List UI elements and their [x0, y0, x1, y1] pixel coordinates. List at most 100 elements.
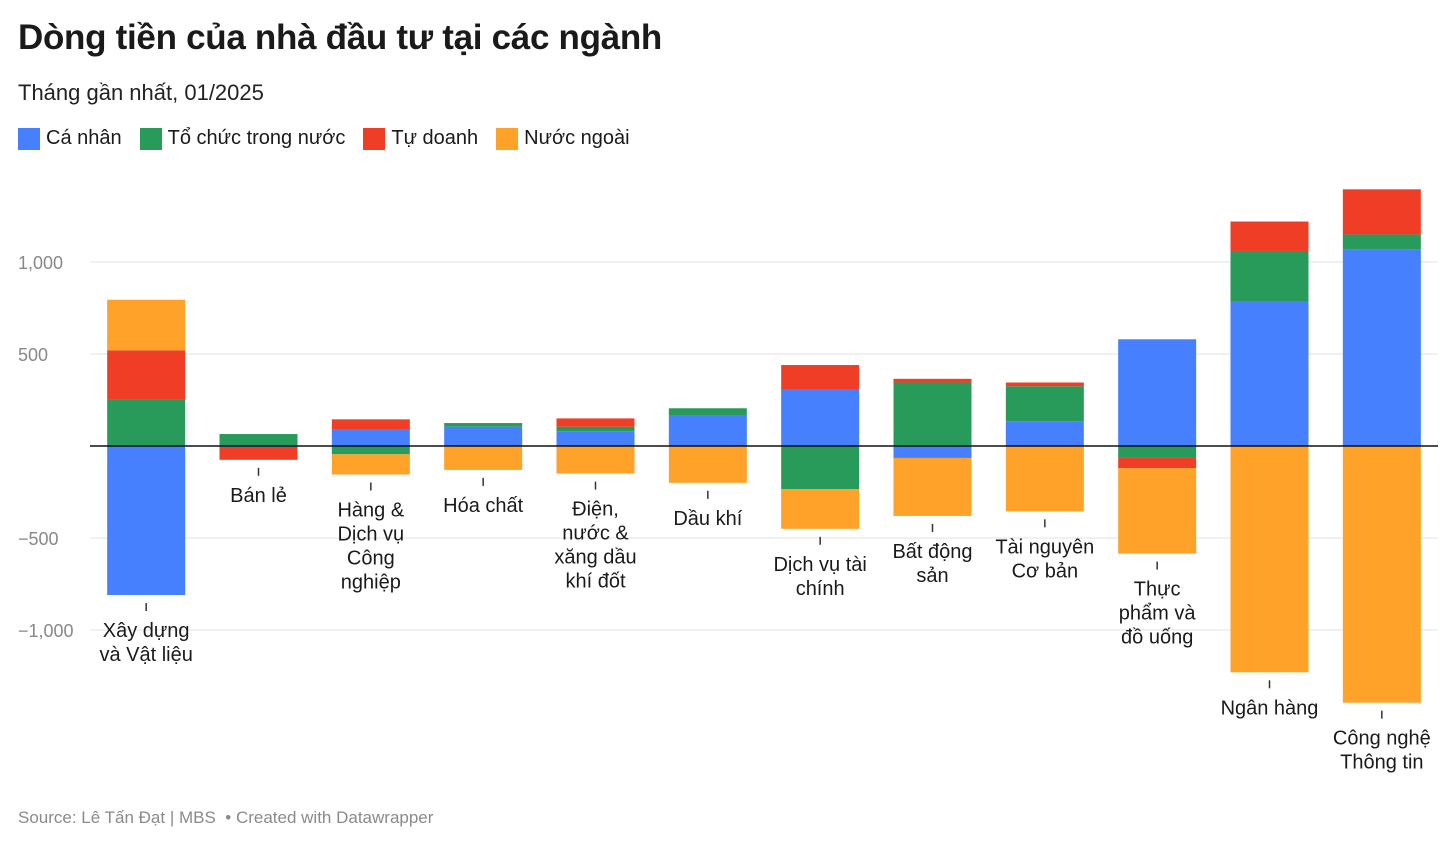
- x-category-label: Công nghệ Thông tin: [1333, 728, 1431, 774]
- bar-segment: [444, 426, 523, 446]
- x-category-label-line: Dịch vụ: [337, 524, 404, 546]
- bar-segment: [444, 423, 523, 424]
- bar-segment: [331, 446, 410, 455]
- bar-segment: [107, 399, 186, 446]
- bar-segment: [1342, 234, 1421, 250]
- bar-segment: [893, 457, 972, 516]
- x-category-label-line: Thực: [1134, 579, 1181, 601]
- bar-segment: [1005, 421, 1084, 446]
- legend-swatch: [363, 127, 386, 150]
- bar-segment: [1342, 189, 1421, 235]
- x-category-label: Tài nguyên Cơ bản: [995, 536, 1094, 582]
- x-category-label-line: Hóa chất: [443, 495, 523, 517]
- x-category-label-line: Bất động: [892, 541, 972, 563]
- x-category-label: Hóa chất: [443, 495, 523, 517]
- x-category-label-line: phẩm và: [1119, 603, 1197, 625]
- x-category-label-line: đồ uống: [1121, 627, 1193, 649]
- bar-segment: [893, 446, 972, 458]
- x-category-label: Dầu khí: [673, 508, 742, 530]
- bar-segment: [331, 419, 410, 430]
- bar-segment: [444, 423, 523, 427]
- bar-segment: [1342, 249, 1421, 446]
- x-category-label: Ngân hàng: [1221, 697, 1319, 719]
- bar-segment: [1118, 457, 1197, 469]
- bar-segment: [107, 350, 186, 400]
- x-category-label-line: sản: [916, 565, 948, 587]
- x-category-label: Dịch vụ tài chính: [773, 554, 866, 600]
- bar-segment: [331, 454, 410, 475]
- x-category-label-line: chính: [796, 578, 845, 600]
- x-category-label-line: nước &: [562, 523, 629, 545]
- bar-segment: [1230, 446, 1309, 673]
- bar-segment: [781, 365, 860, 390]
- bar-segment: [219, 434, 298, 446]
- bar-segment: [668, 415, 747, 446]
- legend-item: Tự doanh: [363, 127, 478, 150]
- bar-segment: [219, 446, 298, 460]
- bar-segment: [107, 446, 186, 596]
- x-category-label-line: Dịch vụ tài: [773, 554, 866, 576]
- x-category-label: Bất động sản: [892, 541, 972, 587]
- x-category-label: Điện, nước & xăng dầu khí đốt: [554, 499, 636, 593]
- bar-segment: [781, 446, 860, 490]
- x-category-label-line: xăng dầu: [554, 547, 636, 569]
- legend-swatch: [496, 127, 519, 150]
- bar-segment: [1230, 250, 1309, 302]
- x-category-label-line: Cơ bản: [1012, 560, 1078, 582]
- bar-segment: [1005, 386, 1084, 422]
- x-category-label-line: Tài nguyên: [995, 536, 1094, 558]
- bar-segment: [781, 389, 860, 446]
- x-category-label-line: nghiệp: [341, 572, 401, 594]
- x-category-label-line: Xây dựng: [103, 620, 190, 642]
- stacked-bar-chart: 1,000 500 −500 −1,000 Xây dựng và Vật liệu Bán…: [18, 189, 1438, 774]
- x-category-label-line: Công: [347, 548, 395, 570]
- x-category-label-line: khí đốt: [565, 571, 625, 593]
- legend-swatch: [139, 127, 162, 150]
- x-category-label-line: Bán lẻ: [230, 485, 287, 507]
- x-category-label: Bán lẻ: [230, 485, 287, 507]
- x-category-label-line: Ngân hàng: [1221, 697, 1319, 719]
- bar-segment: [1005, 446, 1084, 512]
- x-category-label-line: Dầu khí: [673, 508, 742, 530]
- legend-item: Nước ngoài: [496, 127, 630, 150]
- legend-swatch: [18, 127, 40, 150]
- bar-segment: [1005, 382, 1084, 387]
- source-text: Source: Lê Tấn Đạt | MBS: [18, 808, 216, 827]
- bar-segment: [781, 489, 860, 529]
- legend-item: Cá nhân: [18, 127, 122, 150]
- x-category-label-line: Công nghệ: [1333, 728, 1431, 750]
- chart-title: Dòng tiền của nhà đầu tư tại các ngành: [18, 18, 663, 57]
- bar-segment: [556, 446, 635, 474]
- y-tick-label: 1,000: [18, 253, 63, 273]
- x-category-label: Thực phẩm và đồ uống: [1119, 579, 1197, 649]
- bar-segment: [556, 426, 635, 432]
- x-category-label-line: Thông tin: [1340, 752, 1423, 774]
- x-category-label-line: Hàng &: [337, 500, 404, 522]
- y-tick-label: −1,000: [18, 621, 74, 641]
- legend-label: Nước ngoài: [524, 127, 630, 149]
- legend-label: Tổ chức trong nước: [167, 127, 346, 149]
- bar-segment: [556, 431, 635, 446]
- footer: Source: Lê Tấn Đạt | MBS • Created with …: [18, 808, 433, 828]
- legend: Cá nhân Tổ chức trong nước Tự doanh Nước ng…: [18, 127, 630, 150]
- bar-segment: [1230, 221, 1309, 251]
- legend-label: Tự doanh: [391, 127, 479, 149]
- bar-segment: [107, 299, 186, 351]
- bar-segment: [444, 446, 523, 470]
- bar-segment: [1230, 301, 1309, 446]
- bar-segment: [556, 418, 635, 427]
- legend-item: Tổ chức trong nước: [139, 127, 346, 150]
- created-with-text: • Created with Datawrapper: [225, 808, 434, 827]
- y-tick-label: −500: [18, 529, 59, 549]
- bar-segment: [893, 378, 972, 383]
- x-category-label: Xây dựng và Vật liệu: [99, 620, 192, 666]
- x-category-label: Hàng & Dịch vụ Công nghiệp: [337, 500, 404, 594]
- legend-label: Cá nhân: [46, 127, 122, 149]
- bar-segment: [331, 429, 410, 446]
- bar-segment: [668, 446, 747, 483]
- bar-segment: [1342, 446, 1421, 703]
- bar-segment: [668, 408, 747, 416]
- bar-segment: [1118, 468, 1197, 554]
- bar-segment: [1118, 339, 1197, 446]
- bar-segment: [1118, 446, 1197, 458]
